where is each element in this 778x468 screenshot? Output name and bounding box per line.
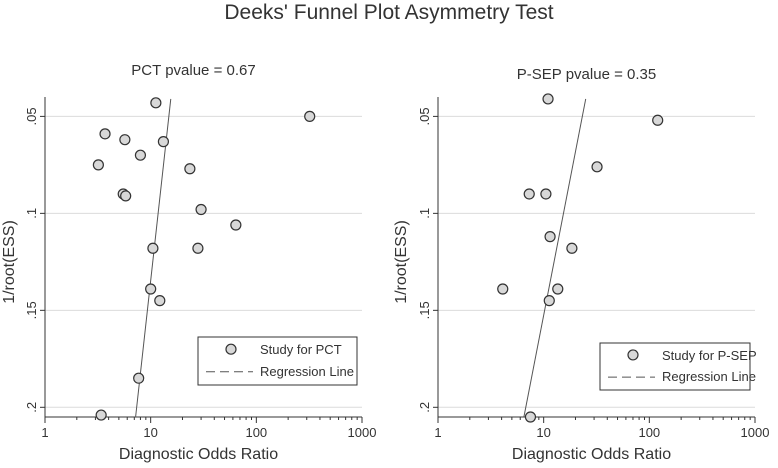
study-point bbox=[133, 372, 145, 384]
y-tick-label: .2 bbox=[417, 402, 432, 413]
study-point bbox=[195, 203, 207, 216]
x-tick-label: 10 bbox=[536, 425, 550, 440]
panel-subtitle: PCT pvalue = 0.67 bbox=[131, 62, 255, 79]
study-point bbox=[92, 159, 104, 171]
study-point bbox=[184, 163, 196, 175]
figure-title: Deeks' Funnel Plot Asymmetry Test bbox=[224, 1, 554, 24]
study-point bbox=[304, 110, 316, 122]
legend-box bbox=[599, 342, 751, 391]
x-tick-label: 100 bbox=[638, 425, 660, 440]
panel-2: .05 .1 .15 .2 1 10 100 1000 Diagnostic Odds Rati… bbox=[393, 66, 769, 463]
legend: Study for P-SEP Regression Line bbox=[599, 342, 757, 391]
x-tick-label: 1 bbox=[41, 425, 48, 440]
study-point bbox=[120, 190, 132, 202]
x-tick-label: 1000 bbox=[348, 425, 377, 440]
study-point bbox=[544, 231, 556, 243]
y-tick-label: .2 bbox=[24, 402, 39, 413]
regression-line bbox=[523, 98, 587, 418]
panel-subtitle: P-SEP pvalue = 0.35 bbox=[517, 66, 656, 83]
y-tick-label: .05 bbox=[24, 107, 39, 125]
study-point bbox=[150, 97, 162, 109]
legend-label-points: Study for PCT bbox=[260, 342, 342, 357]
legend-label-points: Study for P-SEP bbox=[662, 348, 757, 363]
y-axis-label: 1/root(ESS) bbox=[1, 220, 18, 304]
study-point bbox=[154, 295, 166, 307]
x-tick-label: 1 bbox=[434, 425, 441, 440]
legend-point-symbol bbox=[627, 349, 639, 361]
study-point bbox=[147, 242, 159, 254]
x-axis-label: Diagnostic Odds Ratio bbox=[119, 446, 278, 463]
study-point bbox=[157, 136, 170, 148]
study-point bbox=[119, 134, 131, 146]
study-point bbox=[523, 188, 535, 200]
study-point bbox=[524, 411, 537, 423]
study-point bbox=[566, 242, 578, 254]
y-tick-label: .15 bbox=[24, 301, 39, 319]
x-tick-label: 100 bbox=[245, 425, 267, 440]
legend-label-line: Regression Line bbox=[260, 364, 354, 379]
y-tick-label: .1 bbox=[417, 208, 432, 219]
study-point bbox=[192, 242, 204, 254]
study-point bbox=[145, 283, 157, 295]
y-tick-label: .15 bbox=[417, 301, 432, 319]
x-tick-label: 10 bbox=[143, 425, 157, 440]
y-tick-label: .1 bbox=[24, 208, 39, 219]
x-tick-label: 1000 bbox=[741, 425, 770, 440]
legend-box bbox=[197, 336, 358, 386]
x-axis-label: Diagnostic Odds Ratio bbox=[512, 446, 671, 463]
study-point bbox=[99, 128, 111, 140]
study-point bbox=[497, 283, 509, 295]
y-axis-label: 1/root(ESS) bbox=[393, 220, 410, 304]
study-point bbox=[652, 114, 664, 126]
study-point bbox=[542, 93, 554, 105]
study-point bbox=[134, 149, 147, 161]
study-point bbox=[540, 188, 552, 200]
legend-point-symbol bbox=[225, 343, 237, 355]
regression-line bbox=[135, 98, 172, 418]
legend: Study for PCT Regression Line bbox=[197, 336, 358, 386]
study-point bbox=[552, 283, 564, 295]
y-tick-label: .05 bbox=[417, 107, 432, 125]
panel-1: .05 .1 .15 .2 1 10 100 1000 Diagnostic Odds Rati… bbox=[1, 62, 376, 463]
legend-label-line: Regression Line bbox=[662, 369, 756, 384]
study-point bbox=[543, 295, 555, 307]
study-point bbox=[230, 219, 242, 231]
study-point bbox=[591, 161, 603, 173]
study-point bbox=[95, 409, 107, 421]
